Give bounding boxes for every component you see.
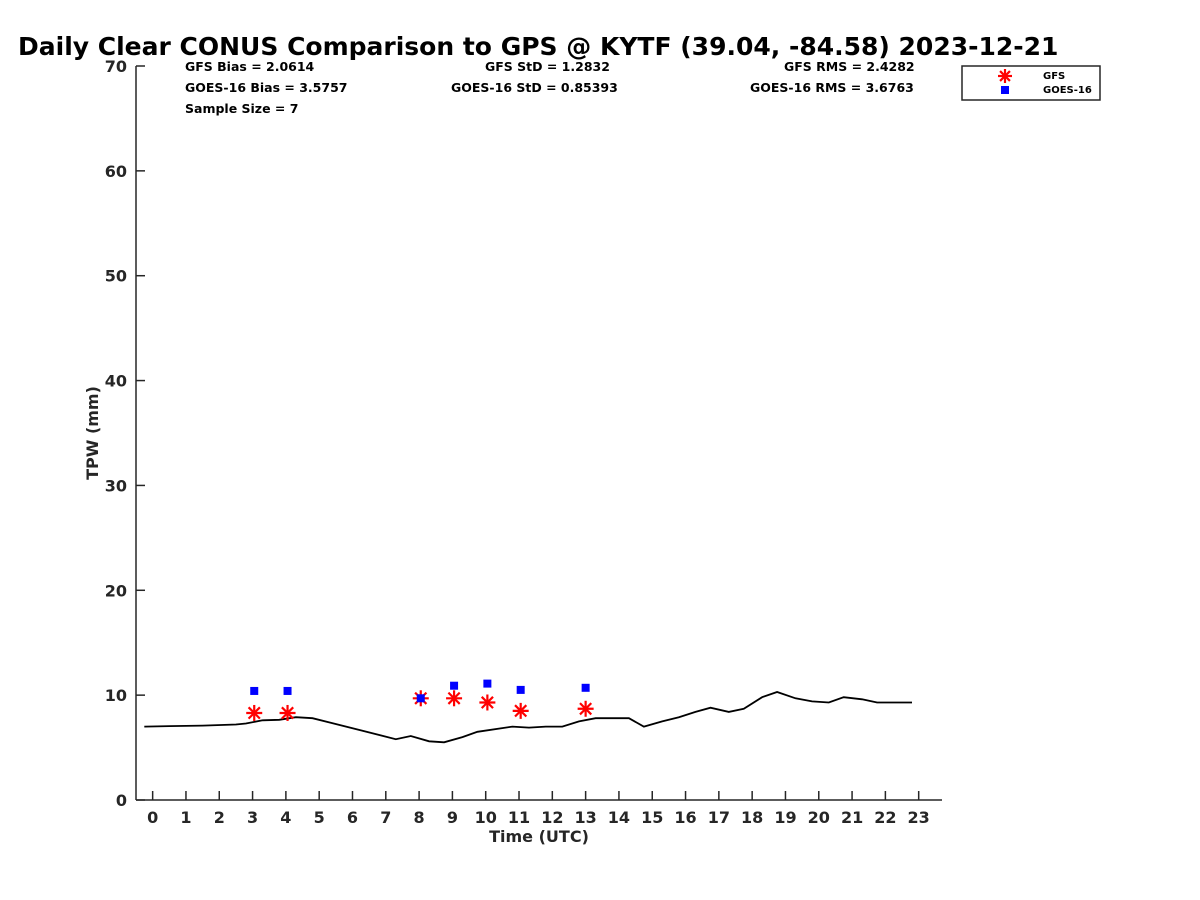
x-tick-label-22: 22 <box>874 808 896 827</box>
x-tick-label-13: 13 <box>574 808 596 827</box>
stat-gfs-std: GFS StD = 1.2832 <box>485 59 610 74</box>
y-tick-label-30: 30 <box>105 476 127 495</box>
x-tick-label-11: 11 <box>508 808 530 827</box>
series-layer <box>144 679 912 744</box>
x-tick-label-2: 2 <box>214 808 225 827</box>
stat-sample-size: Sample Size = 7 <box>185 101 298 116</box>
legend-gfs-label: GFS <box>1043 71 1065 82</box>
stat-goes-bias: GOES-16 Bias = 3.5757 <box>185 80 347 95</box>
stat-goes-std: GOES-16 StD = 0.85393 <box>451 80 618 95</box>
x-tick-label-21: 21 <box>841 808 863 827</box>
gfs-point-5 <box>512 702 529 719</box>
x-tick-label-5: 5 <box>314 808 325 827</box>
y-tick-label-20: 20 <box>105 581 127 600</box>
goes16-point-3 <box>450 681 459 690</box>
gps-tpw-line <box>144 691 912 744</box>
x-tick-label-14: 14 <box>608 808 630 827</box>
y-tick-label-10: 10 <box>105 686 127 705</box>
x-tick-label-1: 1 <box>180 808 191 827</box>
x-tick-label-12: 12 <box>541 808 563 827</box>
gfs-point-1 <box>279 704 296 721</box>
y-tick-label-0: 0 <box>116 791 127 810</box>
x-axis-label: Time (UTC) <box>489 827 589 846</box>
chart-title: Daily Clear CONUS Comparison to GPS @ KY… <box>18 32 1058 61</box>
gfs-point-0 <box>246 704 263 721</box>
x-tick-label-6: 6 <box>347 808 358 827</box>
legend-goes-marker <box>1001 86 1009 94</box>
y-ticks: 0 10 20 30 40 50 60 70 <box>105 57 145 810</box>
x-tick-label-19: 19 <box>774 808 796 827</box>
goes16-point-1 <box>283 686 292 695</box>
x-ticks: 0 1 2 3 4 5 6 7 8 9 10 11 12 13 14 15 16 17 18 19 20 21 22 23 <box>147 791 930 827</box>
goes16-point-2 <box>416 694 425 703</box>
gfs-point-4 <box>479 694 496 711</box>
goes16-point-6 <box>581 683 590 692</box>
y-tick-label-50: 50 <box>105 267 127 286</box>
y-tick-label-60: 60 <box>105 162 127 181</box>
goes16-point-5 <box>516 685 525 694</box>
x-tick-label-9: 9 <box>447 808 458 827</box>
legend-goes-label: GOES-16 <box>1043 85 1092 96</box>
x-tick-label-18: 18 <box>741 808 763 827</box>
stat-gfs-rms: GFS RMS = 2.4282 <box>784 59 915 74</box>
x-tick-label-3: 3 <box>247 808 258 827</box>
x-tick-label-7: 7 <box>380 808 391 827</box>
x-tick-label-8: 8 <box>414 808 425 827</box>
stat-goes-rms: GOES-16 RMS = 3.6763 <box>750 80 914 95</box>
goes16-point-0 <box>250 686 259 695</box>
legend-gfs-asterisk <box>998 69 1012 83</box>
y-tick-label-40: 40 <box>105 372 127 391</box>
x-tick-label-16: 16 <box>674 808 696 827</box>
legend-box <box>961 65 1101 101</box>
y-tick-label-70: 70 <box>105 57 127 76</box>
x-tick-label-15: 15 <box>641 808 663 827</box>
gfs-point-3 <box>446 690 463 707</box>
x-tick-label-20: 20 <box>808 808 830 827</box>
y-axis-label: TPW (mm) <box>83 386 102 480</box>
gfs-point-6 <box>577 700 594 717</box>
legend: GFS GOES-16 <box>961 65 1101 101</box>
x-tick-label-10: 10 <box>475 808 497 827</box>
goes16-point-4 <box>483 679 492 688</box>
legend-gfs-marker <box>998 69 1012 83</box>
x-tick-label-23: 23 <box>908 808 930 827</box>
stat-gfs-bias: GFS Bias = 2.0614 <box>185 59 315 74</box>
x-tick-label-17: 17 <box>708 808 730 827</box>
x-tick-label-4: 4 <box>280 808 291 827</box>
x-tick-label-0: 0 <box>147 808 158 827</box>
